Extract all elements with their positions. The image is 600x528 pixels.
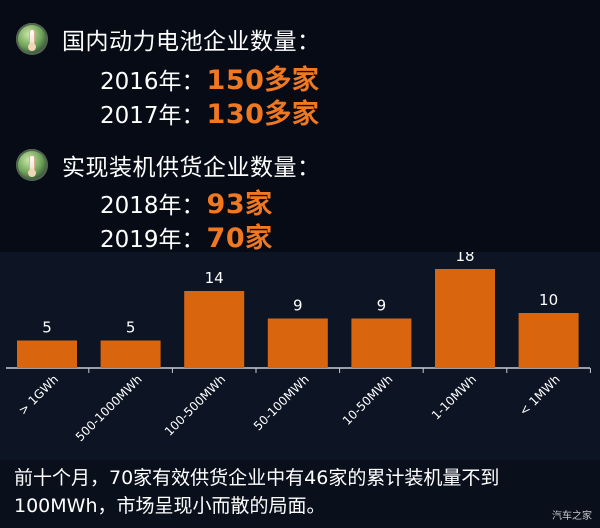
bar-value-label: 9 — [293, 297, 303, 315]
header-panel: 国内动力电池企业数量： 2016年： 150多家 2017年： 130多家 实现… — [0, 0, 600, 254]
section-supplying-companies: 实现装机供货企业数量： — [16, 148, 321, 182]
section-battery-companies: 国内动力电池企业数量： — [16, 22, 321, 56]
x-tick-label: 10-50MWh — [340, 372, 396, 428]
watermark: 汽车之家 — [552, 511, 592, 522]
bulb-icon — [16, 23, 48, 55]
stat-row-2016: 2016年： 150多家 — [100, 58, 320, 96]
stat-row-2019: 2019年： 70家 — [100, 216, 273, 254]
bar — [184, 291, 245, 368]
bar-value-label: 18 — [455, 252, 474, 265]
stat-year: 2018年： — [100, 193, 205, 219]
bar — [518, 313, 579, 368]
section-title: 实现装机供货企业数量： — [62, 155, 321, 181]
bar-value-label: 14 — [205, 269, 224, 287]
bar — [17, 340, 77, 368]
stat-value: 150多家 — [206, 65, 320, 96]
bar-value-label: 5 — [42, 319, 52, 337]
stat-year: 2017年： — [100, 103, 205, 129]
bar — [351, 318, 412, 368]
stat-value: 70家 — [206, 223, 273, 254]
x-tick-label: < 1MWh — [517, 372, 563, 418]
x-tick-label: 500-1000MWh — [73, 372, 145, 444]
section-title: 国内动力电池企业数量： — [62, 29, 321, 55]
bar-value-label: 5 — [126, 319, 136, 337]
bar-chart: 5 > 1GWh 5 500-1000MWh 14 100-500MWh 9 50-100MW… — [0, 252, 600, 460]
bar — [100, 340, 161, 368]
stat-year: 2019年： — [100, 227, 205, 253]
bar-chart-svg: 5 > 1GWh 5 500-1000MWh 14 100-500MWh 9 50-100MW… — [6, 252, 591, 444]
stat-year: 2016年： — [100, 69, 205, 95]
x-tick-label: 1-10MWh — [429, 372, 479, 422]
stat-value: 93家 — [206, 189, 273, 220]
stat-row-2018: 2018年： 93家 — [100, 182, 273, 220]
footnote: 前十个月，70家有效供货企业中有46家的累计装机量不到100MWh，市场呈现小而… — [14, 467, 500, 517]
bulb-icon — [16, 149, 48, 181]
stat-value: 130多家 — [206, 99, 320, 130]
bar — [267, 318, 328, 368]
x-tick-label: 100-500MWh — [162, 372, 228, 438]
stat-row-2017: 2017年： 130多家 — [100, 92, 320, 130]
bar — [435, 269, 495, 368]
bar-value-label: 10 — [539, 291, 558, 309]
bar-value-label: 9 — [377, 297, 387, 315]
x-tick-label: 50-100MWh — [251, 372, 312, 433]
x-tick-label: > 1GWh — [16, 372, 61, 417]
